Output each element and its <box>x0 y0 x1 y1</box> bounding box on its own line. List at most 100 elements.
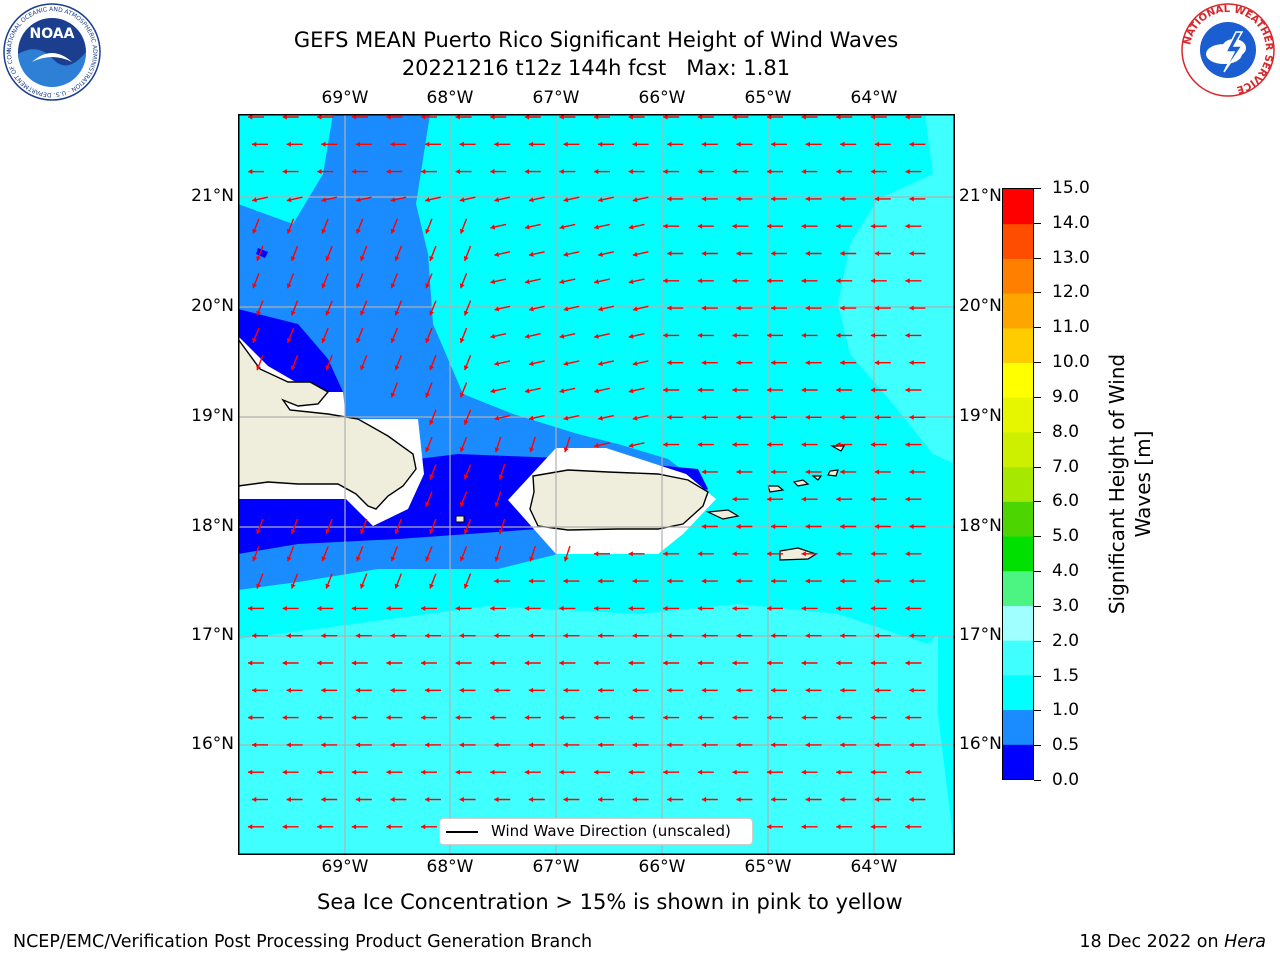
wave-direction-arrow <box>256 573 264 589</box>
wave-direction-arrow <box>836 551 853 557</box>
wave-direction-arrow <box>598 414 614 421</box>
wave-direction-arrow <box>390 141 407 147</box>
wave-direction-arrow <box>325 245 333 262</box>
wave-direction-arrow <box>321 196 338 203</box>
wave-direction-arrow <box>248 660 264 666</box>
wave-direction-arrow <box>736 523 753 530</box>
wave-direction-arrow <box>805 250 822 257</box>
wave-direction-arrow <box>252 546 260 562</box>
wave-direction-arrow <box>490 114 507 120</box>
wave-direction-arrow <box>498 464 506 480</box>
colorbar-tick <box>1034 292 1041 294</box>
colorbar-segment <box>1003 258 1033 294</box>
wave-direction-arrow <box>736 250 753 257</box>
wave-direction-arrow <box>771 796 787 803</box>
wave-direction-arrow <box>667 578 684 584</box>
wave-direction-arrow <box>632 305 649 312</box>
wave-direction-arrow <box>736 414 753 420</box>
lat-label-left-19n: 19°N <box>191 406 234 426</box>
wave-direction-arrow <box>874 796 891 803</box>
wave-direction-arrow <box>528 251 545 257</box>
chart-title: GEFS MEAN Puerto Rico Significant Height… <box>293 28 899 52</box>
wave-direction-arrow <box>459 633 476 639</box>
wave-direction-arrow <box>767 496 783 502</box>
wave-direction-arrow <box>732 442 749 448</box>
colorbar-tick-label: 6.0 <box>1052 491 1080 512</box>
wave-direction-arrow <box>840 633 857 639</box>
wave-direction-arrow <box>360 300 368 316</box>
wave-direction-arrow <box>801 169 818 175</box>
wave-direction-arrow <box>594 769 610 775</box>
wave-direction-arrow <box>351 769 368 775</box>
wave-direction-arrow <box>909 796 926 803</box>
wave-direction-arrow <box>732 278 749 284</box>
wave-direction-arrow <box>840 687 857 693</box>
wave-direction-arrow <box>528 360 545 367</box>
colorbar-segment <box>1003 640 1033 676</box>
wave-direction-arrow <box>767 278 783 284</box>
wave-direction-arrow <box>836 114 853 120</box>
wave-direction-arrow <box>321 742 338 748</box>
wave-direction-arrow <box>736 578 753 584</box>
wave-direction-arrow <box>594 114 610 120</box>
lon-label-top-67w: 67°W <box>532 88 580 108</box>
wave-direction-arrow <box>248 769 264 775</box>
wave-direction-arrow <box>355 196 372 203</box>
wave-direction-arrow <box>628 660 645 666</box>
colorbar-segment <box>1003 431 1033 468</box>
wave-direction-arrow <box>836 715 853 721</box>
wave-direction-arrow <box>286 218 295 234</box>
wave-direction-arrow <box>490 332 507 339</box>
wave-direction-arrow <box>286 273 295 289</box>
wave-direction-arrow <box>494 141 511 147</box>
wave-direction-arrow <box>736 469 753 475</box>
wave-direction-arrow <box>559 114 576 120</box>
wave-direction-arrow <box>282 769 299 775</box>
colorbar-segment <box>1003 293 1033 329</box>
wave-direction-arrow <box>905 114 922 120</box>
wave-direction-arrow <box>290 300 299 316</box>
wave-direction-arrow <box>905 715 922 721</box>
wave-direction-arrow <box>286 633 303 639</box>
wave-direction-arrow <box>909 687 926 693</box>
wave-direction-arrow <box>667 196 684 202</box>
wave-direction-arrow <box>459 796 476 803</box>
wave-direction-arrow <box>701 196 718 202</box>
wave-direction-arrow <box>490 387 507 394</box>
colorbar-segment <box>1003 674 1033 711</box>
colorbar-segment <box>1003 223 1033 259</box>
wave-direction-arrow <box>870 769 887 775</box>
colorbar-tick-label: 8.0 <box>1052 421 1080 442</box>
wave-direction-arrow <box>836 442 853 448</box>
sea-ice-note: Sea Ice Concentration > 15% is shown in … <box>317 890 903 914</box>
colorbar-tick-label: 13.0 <box>1052 247 1090 268</box>
wave-direction-arrow <box>909 578 926 584</box>
wave-direction-arrow <box>282 660 299 666</box>
wave-direction-arrow <box>455 715 472 721</box>
wave-direction-arrow <box>425 687 441 693</box>
wave-direction-arrow <box>594 660 610 666</box>
wave-direction-arrow <box>667 742 684 748</box>
wave-direction-arrow <box>667 796 684 803</box>
wave-direction-arrow <box>463 464 472 480</box>
wave-direction-arrow <box>321 273 329 289</box>
wave-direction-arrow <box>771 578 787 584</box>
wave-direction-arrow <box>248 824 264 830</box>
wave-direction-arrow <box>736 305 753 311</box>
wave-direction-arrow <box>429 355 437 371</box>
chart-subtitle-run: 20221216 t12z 144h fcst Max: 1.81 <box>401 56 791 80</box>
wave-direction-arrow <box>801 496 818 502</box>
wave-direction-arrow <box>767 332 783 338</box>
wave-direction-arrow <box>697 769 714 775</box>
colorbar-segment <box>1003 709 1033 745</box>
wave-direction-arrow <box>667 633 684 639</box>
wave-direction-arrow <box>598 796 614 803</box>
wave-direction-arrow <box>874 305 891 311</box>
wave-direction-arrow <box>736 742 753 748</box>
wave-direction-arrow <box>528 414 545 421</box>
wave-direction-arrow <box>282 169 299 175</box>
wave-direction-arrow <box>836 223 853 229</box>
lon-label-bottom-66w: 66°W <box>638 857 686 877</box>
colorbar-tick-label: 0.5 <box>1052 735 1080 756</box>
wave-direction-arrow <box>425 327 433 344</box>
